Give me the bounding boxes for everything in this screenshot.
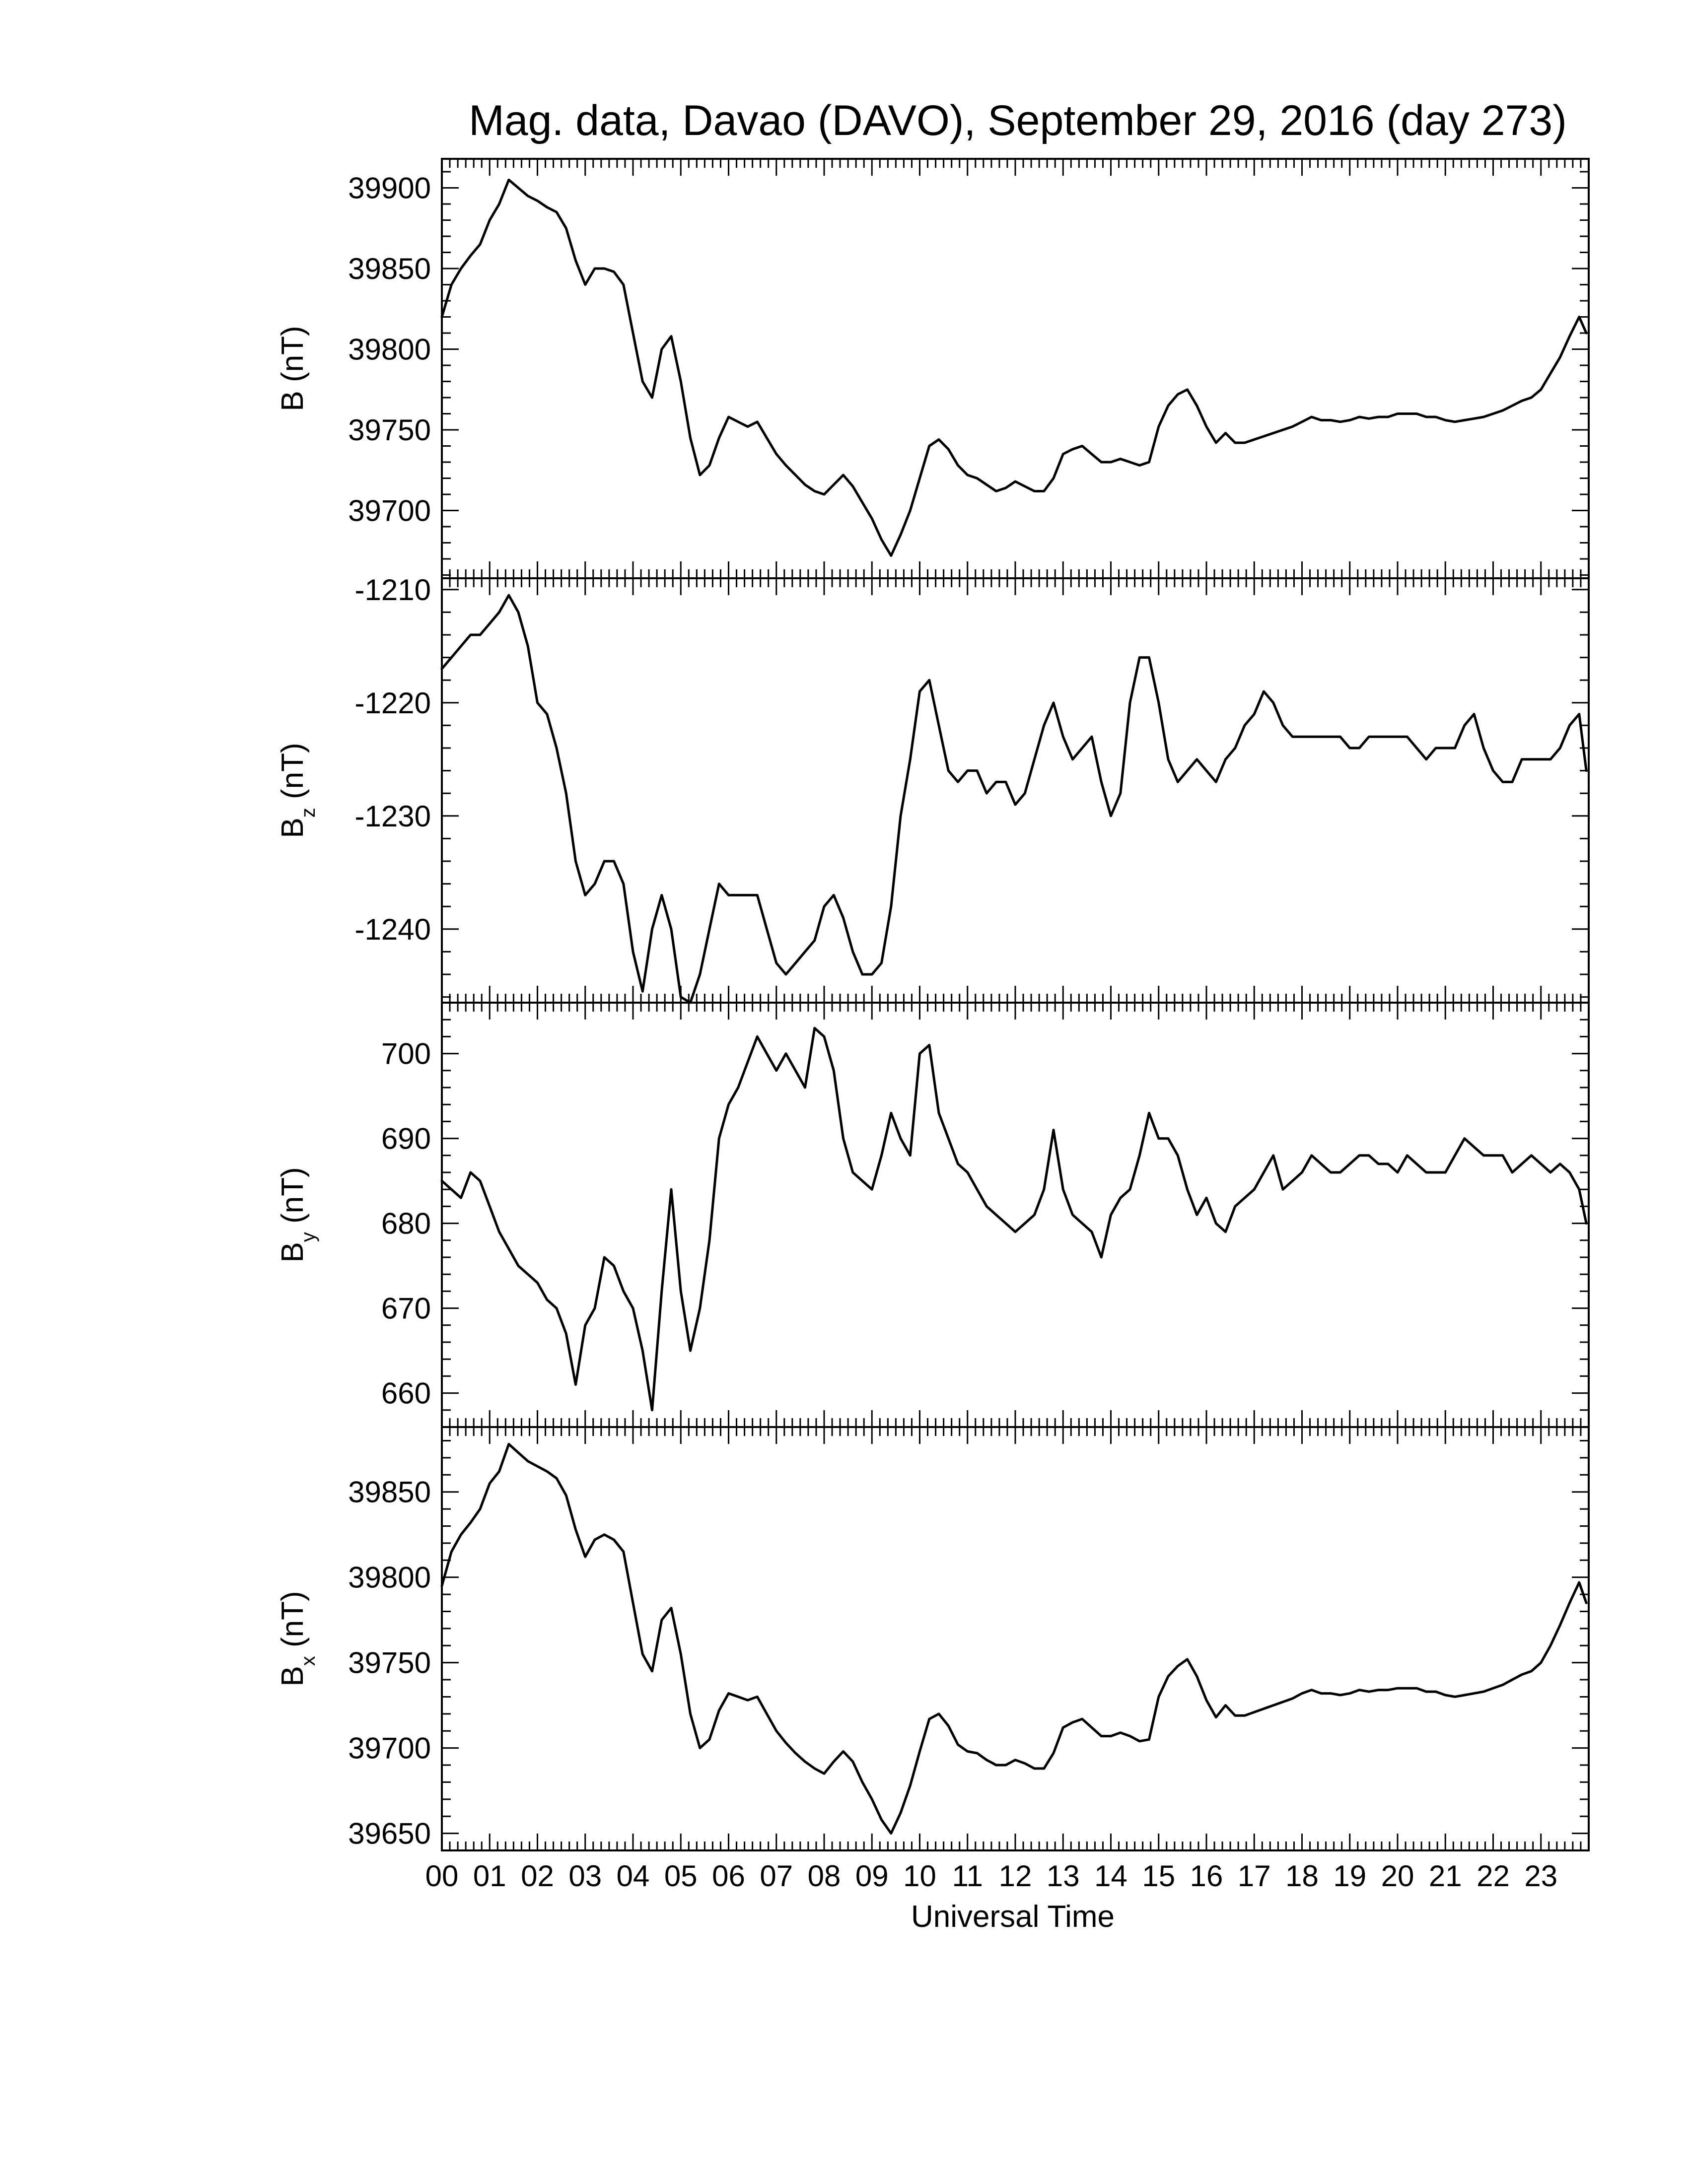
y-tick-label: -1220 <box>355 686 431 720</box>
y-axis-label: B (nT) <box>276 326 310 411</box>
x-tick-label: 20 <box>1381 1859 1414 1893</box>
y-tick-label: 700 <box>381 1037 431 1071</box>
y-tick-label: -1240 <box>355 913 431 946</box>
x-tick-label: 17 <box>1238 1859 1271 1893</box>
y-axis-label-unit: (nT) <box>276 743 310 808</box>
x-tick-label: 07 <box>760 1859 793 1893</box>
y-axis-label-base: B <box>276 1666 310 1686</box>
y-tick-label: 39700 <box>348 1732 431 1765</box>
x-tick-label: 05 <box>664 1859 698 1893</box>
y-axis-label-unit: (nT) <box>276 326 310 391</box>
series-line-Bx <box>440 1442 1588 1835</box>
panel-By: 660 670 680 690 700 By (nT) <box>276 1002 1590 1428</box>
y-axis-label-base: B <box>276 1242 310 1262</box>
x-tick-label: 11 <box>952 1859 983 1893</box>
y-axis-label: Bx (nT) <box>276 1591 319 1686</box>
y-axis-label-unit: (nT) <box>276 1167 310 1232</box>
y-axis-label-subscript: x <box>297 1656 319 1666</box>
x-tick-label: 21 <box>1429 1859 1462 1893</box>
x-tick-label: 14 <box>1094 1859 1127 1893</box>
y-axis-label-subscript: z <box>297 808 319 818</box>
x-tick-label: 00 <box>425 1859 459 1893</box>
x-tick-label: 06 <box>712 1859 745 1893</box>
y-axis-label-base: B <box>276 818 310 838</box>
x-tick-label: 03 <box>568 1859 602 1893</box>
x-tick-labels: 00 01 02 03 04 05 06 07 08 09 10 11 12 13 14 15 16 17 18 19… <box>425 1859 1558 1893</box>
panel-frame <box>441 158 1590 579</box>
x-tick-label: 22 <box>1477 1859 1510 1893</box>
panels-group: 39700 39750 39800 39850 39900 B (nT) -1210 -122… <box>276 158 1590 1851</box>
series-line-B <box>440 178 1588 557</box>
panel-frame <box>441 1002 1590 1428</box>
series-line-Bz <box>440 594 1588 1004</box>
x-tick-label: 02 <box>521 1859 554 1893</box>
panel-Bx: 39650 39700 39750 39800 39850 Bx (nT) <box>276 1426 1590 1851</box>
y-tick-label: 39850 <box>348 1476 431 1509</box>
x-tick-label: 19 <box>1333 1859 1366 1893</box>
y-tick-label: 39900 <box>348 172 431 205</box>
x-tick-label: 15 <box>1142 1859 1175 1893</box>
y-axis-label: Bz (nT) <box>276 743 319 838</box>
panel-frame <box>441 1426 1590 1851</box>
y-tick-label: 39750 <box>348 1646 431 1680</box>
chart-title: Mag. data, Davao (DAVO), September 29, 2… <box>469 97 1567 144</box>
y-tick-label: 39700 <box>348 494 431 528</box>
x-tick-label: 04 <box>617 1859 650 1893</box>
panel-B: 39700 39750 39800 39850 39900 B (nT) <box>276 158 1590 579</box>
x-tick-label: 08 <box>808 1859 841 1893</box>
series-line-By <box>440 1026 1588 1412</box>
x-axis-label: Universal Time <box>911 1900 1115 1934</box>
x-tick-label: 13 <box>1047 1859 1080 1893</box>
y-tick-label: 690 <box>381 1122 431 1156</box>
y-tick-label: -1210 <box>355 573 431 607</box>
y-tick-label: 39650 <box>348 1817 431 1850</box>
x-tick-label: 09 <box>855 1859 889 1893</box>
y-axis-label-base: B <box>276 391 310 411</box>
y-tick-label: 39800 <box>348 333 431 366</box>
y-tick-label: 660 <box>381 1377 431 1410</box>
y-axis-label-unit: (nT) <box>276 1591 310 1656</box>
x-tick-label: 12 <box>999 1859 1032 1893</box>
y-axis-label: By (nT) <box>276 1167 319 1262</box>
x-tick-label: 16 <box>1190 1859 1223 1893</box>
y-tick-label: 39750 <box>348 413 431 447</box>
y-tick-label: 670 <box>381 1292 431 1325</box>
panel-Bz: -1210 -1220 -1230 -1240 Bz (nT) <box>276 573 1590 1004</box>
y-tick-label: 39800 <box>348 1561 431 1594</box>
x-tick-label: 01 <box>473 1859 506 1893</box>
y-tick-label: 39850 <box>348 252 431 285</box>
y-axis-label-subscript: y <box>297 1232 319 1242</box>
x-tick-label: 10 <box>903 1859 936 1893</box>
x-tick-label: 18 <box>1285 1859 1319 1893</box>
x-tick-label: 23 <box>1524 1859 1557 1893</box>
panel-frame <box>441 577 1590 1004</box>
y-tick-label: 680 <box>381 1207 431 1240</box>
y-tick-label: -1230 <box>355 800 431 833</box>
